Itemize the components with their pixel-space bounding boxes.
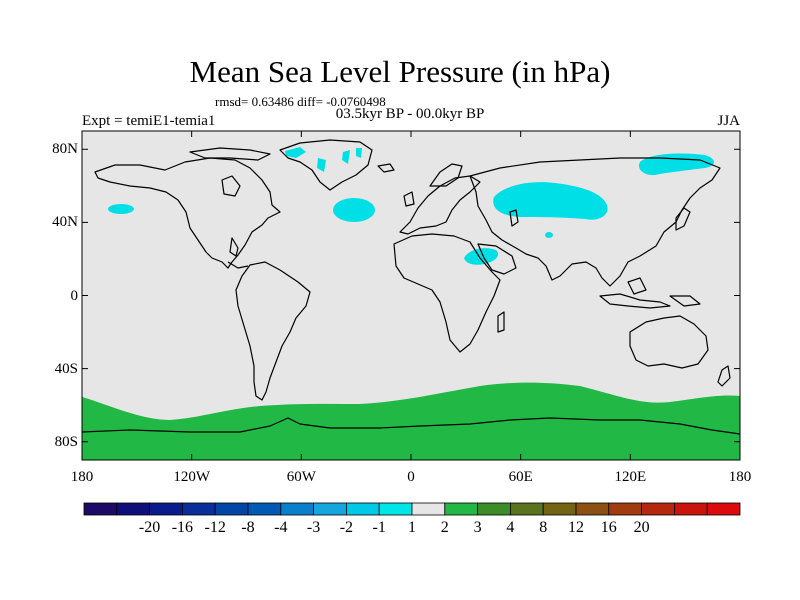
colorbar-label: 4 (506, 519, 515, 536)
colorbar-label: -8 (241, 519, 255, 536)
colorbar-swatch (608, 502, 642, 516)
colorbar-swatch (674, 502, 708, 516)
coastline-europe (399, 175, 481, 235)
colorbar-swatch (149, 502, 183, 516)
lat-label: 40N (52, 214, 78, 231)
positive-anomaly-region (82, 382, 740, 460)
lat-label: 80S (54, 433, 78, 450)
latitude-ticks (82, 148, 740, 443)
coastline-scandinavia (429, 163, 463, 187)
colorbar-label: 3 (473, 519, 482, 536)
colorbar-swatch (313, 502, 347, 516)
colorbar (83, 502, 741, 516)
coastline-hudson-bay (221, 175, 241, 197)
colorbar-swatch (181, 502, 216, 516)
map-title: Mean Sea Level Pressure (in hPa) (189, 54, 611, 89)
coastline-africa (393, 233, 501, 353)
colorbar-swatch (116, 502, 151, 516)
colorbar-label: 12 (568, 519, 584, 536)
colorbar-label: 2 (440, 519, 449, 536)
colorbar-swatch (542, 502, 577, 516)
lon-label: 0 (407, 469, 415, 485)
lon-label: 180 (728, 469, 752, 485)
coastline-japan (675, 207, 691, 231)
lon-label: 60E (508, 469, 533, 485)
colorbar-swatch (345, 502, 380, 516)
period-label: 03.5kyr BP - 00.0kyr BP (335, 106, 485, 122)
colorbar-swatch (214, 502, 249, 516)
anomaly-patch (108, 204, 134, 214)
colorbar-swatch (247, 502, 282, 516)
anomaly-patch (638, 153, 715, 176)
experiment-label: Expt = temiE1-temia1 (82, 113, 216, 129)
coastline-borneo (627, 277, 647, 295)
colorbar-label: 16 (600, 519, 617, 536)
lat-label: 0 (70, 287, 79, 304)
colorbar-label: -3 (306, 519, 321, 536)
colorbar-label: -20 (138, 519, 161, 536)
coastline-iceland (377, 163, 395, 173)
colorbar-label: -12 (204, 519, 226, 536)
stats-line: rmsd= 0.63486 diff= -0.0760498 (215, 94, 386, 109)
lon-label: 60W (286, 469, 316, 485)
season-label: JJA (717, 113, 740, 129)
colorbar-label: -2 (339, 519, 354, 536)
coastline-indonesia (599, 293, 671, 309)
lon-label: 180 (70, 469, 94, 485)
negative-anomaly-regions (108, 147, 715, 265)
lon-label: 120E (614, 469, 647, 485)
anomaly-patch (285, 147, 306, 158)
colorbar-swatch (83, 502, 118, 516)
colorbar-swatch (706, 502, 741, 516)
colorbar-label: -16 (171, 519, 194, 536)
colorbar-label: 8 (539, 519, 548, 536)
coastline-new-guinea (669, 295, 701, 307)
colorbar-swatch (477, 502, 511, 516)
anomaly-patch (333, 198, 375, 222)
longitude-ticks (81, 131, 741, 460)
colorbar-swatch (444, 502, 478, 516)
colorbar-label: 20 (633, 519, 650, 536)
colorbar-label: -4 (274, 519, 288, 536)
lat-label: 80N (52, 141, 78, 158)
anomaly-patch (545, 232, 553, 238)
colorbar-label: 1 (408, 519, 416, 536)
anomaly-patch (356, 148, 362, 158)
lon-label: 120W (173, 469, 210, 485)
coastline-greenland (279, 139, 373, 191)
colorbar-swatch (641, 502, 675, 516)
coastline-caspian (509, 209, 519, 227)
colorbar-swatch (280, 502, 314, 516)
colorbar-swatch (411, 502, 446, 516)
colorbar-swatch (378, 502, 413, 516)
lat-label: 40S (54, 360, 78, 377)
colorbar-swatch (509, 502, 544, 516)
coastlines (81, 139, 741, 435)
coastline-british-isles (403, 191, 415, 207)
coastline-antarctica (81, 417, 741, 435)
coastline-arctic-islands (189, 147, 271, 161)
coastline-madagascar (497, 311, 505, 333)
coastline-gulf (229, 237, 239, 257)
anomaly-patch (342, 150, 350, 164)
coastline-new-zealand (717, 365, 731, 387)
anomaly-patch (493, 182, 608, 220)
anomaly-patch (464, 248, 499, 265)
anomaly-patch (317, 158, 326, 172)
coastline-central-america (227, 261, 249, 269)
colorbar-label: -1 (372, 519, 386, 536)
coastline-arabia (477, 243, 517, 275)
coastline-australia (629, 315, 709, 369)
colorbar-swatch (575, 502, 610, 516)
coastline-asia (469, 157, 721, 287)
coastline-south-america (235, 261, 311, 401)
